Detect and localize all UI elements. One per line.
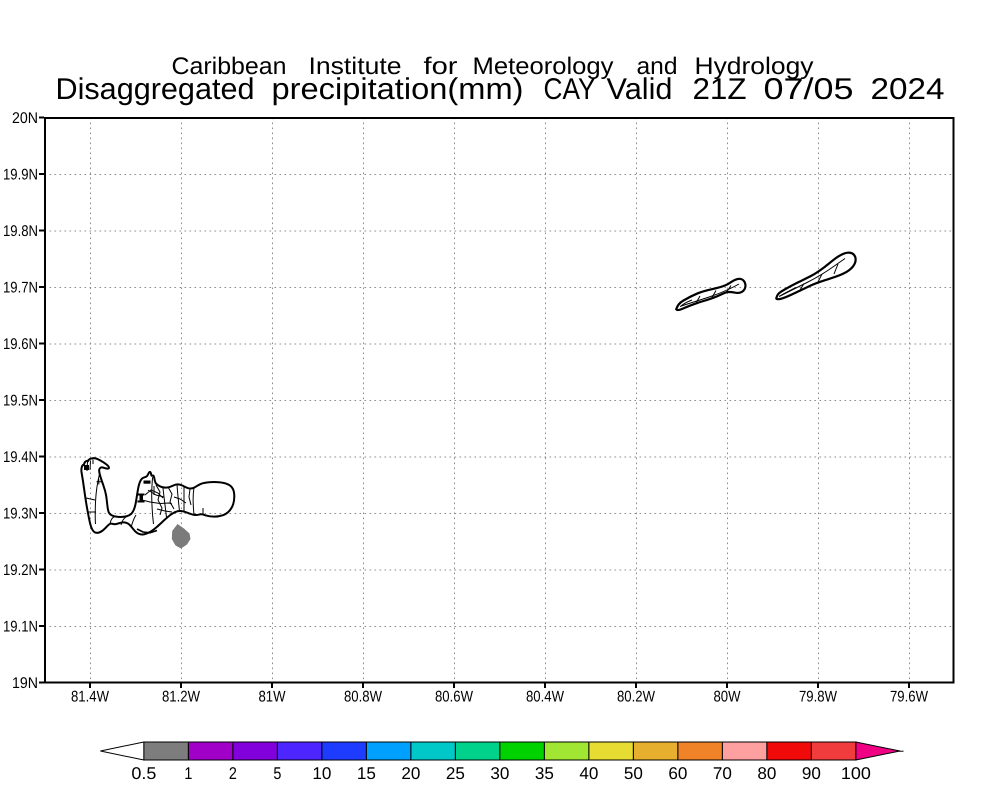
svg-text:Caribbean: Caribbean xyxy=(172,53,287,80)
svg-text:2024: 2024 xyxy=(871,73,945,106)
svg-text:19.8N: 19.8N xyxy=(3,223,38,240)
svg-text:35: 35 xyxy=(535,764,554,783)
svg-text:50: 50 xyxy=(624,764,643,783)
svg-text:19.7N: 19.7N xyxy=(3,280,38,297)
svg-text:60: 60 xyxy=(668,764,687,783)
svg-text:precipitation(mm): precipitation(mm) xyxy=(272,73,524,106)
svg-text:for: for xyxy=(424,53,458,80)
svg-text:79.8W: 79.8W xyxy=(799,689,837,706)
svg-text:80: 80 xyxy=(757,764,776,783)
svg-text:19N: 19N xyxy=(12,675,38,692)
svg-text:20N: 20N xyxy=(12,110,38,127)
svg-text:100: 100 xyxy=(841,764,871,783)
svg-text:79.6W: 79.6W xyxy=(890,689,928,706)
svg-text:70: 70 xyxy=(713,764,732,783)
svg-text:81.2W: 81.2W xyxy=(162,689,200,706)
svg-text:19.9N: 19.9N xyxy=(3,167,38,184)
svg-text:21Z: 21Z xyxy=(693,73,747,106)
svg-text:2: 2 xyxy=(229,764,237,783)
svg-text:19.5N: 19.5N xyxy=(3,393,38,410)
svg-text:19.3N: 19.3N xyxy=(3,506,38,523)
svg-text:07/05: 07/05 xyxy=(764,73,854,106)
svg-text:80.2W: 80.2W xyxy=(617,689,655,706)
svg-text:19.4N: 19.4N xyxy=(3,449,38,466)
svg-text:80.6W: 80.6W xyxy=(435,689,473,706)
svg-text:Institute: Institute xyxy=(309,53,402,80)
svg-text:80.8W: 80.8W xyxy=(344,689,382,706)
svg-text:Disaggregated: Disaggregated xyxy=(56,73,255,106)
svg-text:90: 90 xyxy=(802,764,821,783)
svg-text:CAY: CAY xyxy=(544,73,596,106)
svg-text:Valid: Valid xyxy=(607,73,673,106)
svg-text:15: 15 xyxy=(357,764,376,783)
svg-text:40: 40 xyxy=(579,764,598,783)
svg-text:5: 5 xyxy=(273,764,281,783)
svg-text:25: 25 xyxy=(446,764,465,783)
svg-text:19.2N: 19.2N xyxy=(3,562,38,579)
svg-text:80.4W: 80.4W xyxy=(526,689,564,706)
svg-text:80W: 80W xyxy=(714,689,741,706)
svg-text:1: 1 xyxy=(184,764,192,783)
svg-text:19.1N: 19.1N xyxy=(3,619,38,636)
svg-text:20: 20 xyxy=(401,764,420,783)
svg-text:0.5: 0.5 xyxy=(131,764,156,783)
svg-text:Hydrology: Hydrology xyxy=(695,53,814,80)
svg-text:30: 30 xyxy=(490,764,509,783)
svg-text:Meteorology: Meteorology xyxy=(473,53,614,80)
svg-text:81.4W: 81.4W xyxy=(71,689,109,706)
svg-text:19.6N: 19.6N xyxy=(3,336,38,353)
svg-text:81W: 81W xyxy=(259,689,286,706)
svg-text:and: and xyxy=(637,53,678,80)
svg-text:10: 10 xyxy=(312,764,331,783)
